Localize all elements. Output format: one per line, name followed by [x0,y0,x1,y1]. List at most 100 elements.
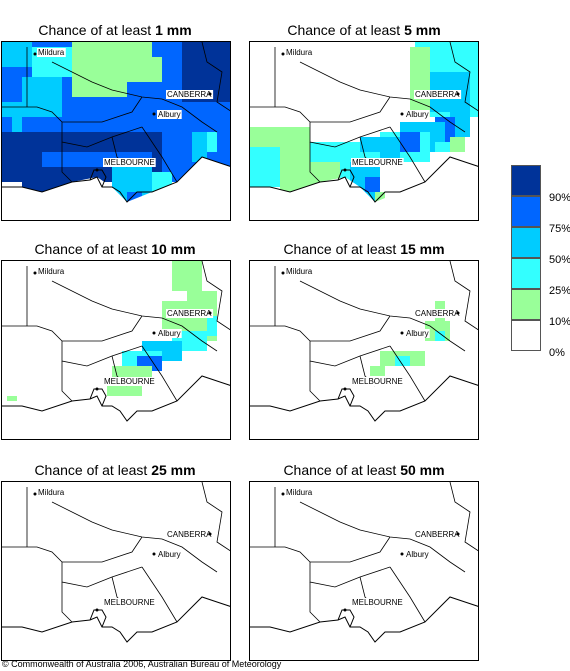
probability-cell [375,192,385,207]
city-label-mildura: Mildura [38,48,65,57]
city-label-bg [405,110,430,119]
bay-outline [337,388,355,407]
city-label-bg [103,598,156,607]
city-dot [33,271,37,275]
city-label-bg [103,377,156,386]
title-threshold: 10 mm [151,241,196,257]
map-10mm: Mildura CANBERRA Albury MELBOURNE [1,260,231,440]
city-label-albury: Albury [406,550,429,559]
city-dot [95,168,99,172]
title-threshold: 25 mm [151,462,196,478]
city-label-mildura: Mildura [38,488,65,497]
city-dot [152,552,156,556]
city-dot [400,112,404,116]
city-label-bg [37,267,66,276]
boundary-line [61,142,73,183]
boundary-line [250,546,391,588]
city-label-bg [157,110,182,119]
sea-area [2,597,230,660]
city-dot [343,387,347,391]
city-label-mildura: Mildura [38,267,65,276]
coastline [2,375,230,422]
probability-cell [22,77,62,117]
title-prefix: Chance of at least [34,462,152,478]
title-prefix: Chance of at least [38,22,156,38]
probability-cell [370,366,385,376]
city-dot [33,52,37,56]
title-prefix: Chance of at least [283,462,401,478]
bay-outline [337,609,355,628]
probability-cell [2,117,12,132]
boundary-line [62,96,143,123]
probability-cell [450,137,465,152]
boundary-line [61,361,73,402]
legend-label-25: 25% [549,285,570,297]
city-label-bg [285,48,314,57]
city-label-bg [103,158,156,167]
coastline [250,375,478,422]
boundary-line [389,345,426,402]
map-50mm: Mildura CANBERRA Albury MELBOURNE [249,481,479,661]
boundary-line [2,546,143,588]
boundary-line [62,315,143,342]
title-prefix: Chance of at least [283,241,401,257]
city-label-bg [285,488,314,497]
city-label-canberra: CANBERRA [167,309,212,318]
probability-cell [7,396,17,401]
bay-outline [337,169,355,188]
probability-cell [365,177,380,192]
city-dot [208,92,212,96]
boundary-line [309,142,321,183]
legend-swatch-10 [511,289,541,320]
copyright-notice: © Commonwealth of Australia 2006, Austra… [2,659,282,669]
coastline [250,596,478,643]
city-label-canberra: CANBERRA [415,309,460,318]
legend-swatch-90 [511,165,541,196]
city-dot [281,271,285,275]
probability-cell [172,261,202,291]
map-5mm: Mildura CANBERRA Albury MELBOURNE [249,41,479,221]
boundary-line [201,482,230,552]
sea-area [2,376,230,439]
city-label-canberra: CANBERRA [415,530,460,539]
sea-area [2,157,230,220]
probability-cell [435,331,445,341]
probability-cell [2,42,32,67]
bay-outline [89,609,107,628]
panel-title-25mm: Chance of at least 25 mm [0,462,230,478]
boundary-line [389,566,426,623]
boundary-line [310,315,391,342]
city-label-bg [37,488,66,497]
city-label-melbourne: MELBOURNE [104,158,155,167]
city-label-bg [351,598,404,607]
map-25mm: Mildura CANBERRA Albury MELBOURNE [1,481,231,661]
map-svg: Mildura CANBERRA Albury MELBOURNE [2,482,230,660]
boundary-line [141,566,178,623]
city-label-melbourne: MELBOURNE [352,598,403,607]
title-prefix: Chance of at least [34,241,152,257]
title-threshold: 15 mm [400,241,445,257]
probability-cell [207,132,217,152]
legend-label-90: 90% [549,192,570,204]
probability-cell [207,316,217,336]
map-svg: Mildura CANBERRA Albury MELBOURNE [2,42,230,220]
city-dot [456,532,460,536]
city-dot [281,52,285,56]
bay-outline [89,169,107,188]
boundary-line [449,42,478,112]
boundary-line [389,126,426,183]
city-dot [343,608,347,612]
city-label-bg [414,90,462,99]
title-threshold: 1 mm [155,22,192,38]
legend-label-75: 75% [549,223,570,235]
boundary-line [62,536,143,563]
probability-cell [250,147,280,187]
sea-area [250,376,478,439]
city-label-bg [405,550,430,559]
city-label-albury: Albury [406,110,429,119]
boundary-line [201,261,230,331]
coastline [2,156,230,203]
boundary-line [2,106,143,148]
boundary-line [61,582,73,623]
boundary-line [250,106,391,148]
